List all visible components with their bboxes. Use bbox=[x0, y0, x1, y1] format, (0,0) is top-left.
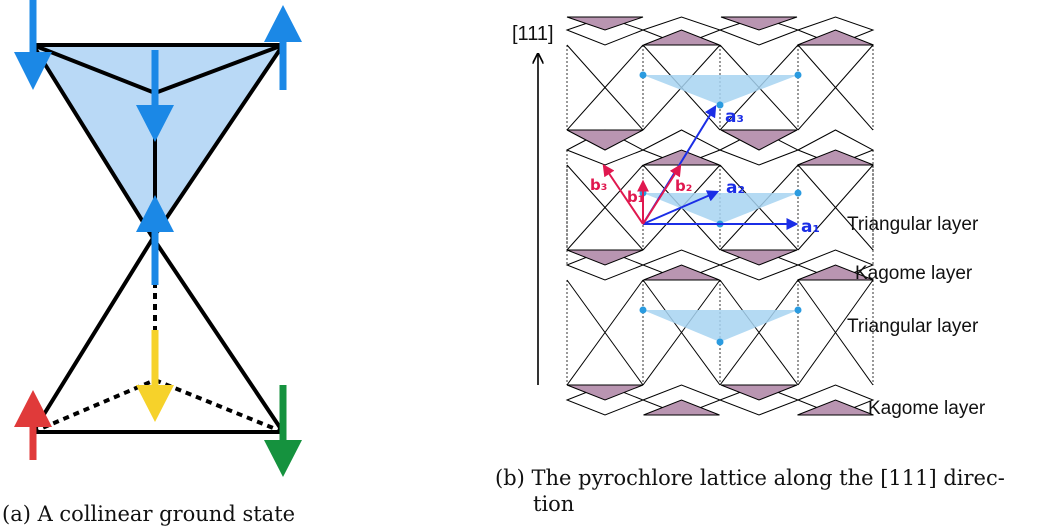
kagome-triangle-down-r3-2 bbox=[720, 384, 798, 401]
tetra-edge-r-2-0 bbox=[604, 279, 644, 333]
tetra-edge-l-0-3 bbox=[797, 44, 836, 88]
triangular-layer-triangle-0 bbox=[643, 75, 798, 105]
layer-label-kagome-1: Kagome layer bbox=[855, 263, 973, 284]
tetra-edge-br-2-3 bbox=[835, 332, 874, 386]
tetra-edge-r-1-3 bbox=[835, 164, 874, 208]
triangular-layer-triangle-1 bbox=[643, 193, 798, 224]
kagome-triangle-up-r2-1 bbox=[643, 264, 720, 281]
triangular-site-0-1 bbox=[794, 71, 802, 79]
caption-panel-b-line1: (b) The pyrochlore lattice along the [11… bbox=[495, 466, 1005, 490]
tetra-edge-l-2-1 bbox=[642, 279, 682, 333]
triangular-site-2-0 bbox=[639, 306, 647, 314]
tetra-edge-bl-2-0 bbox=[566, 332, 606, 386]
panel-b-diagram: [111] a₁ a₂ a₃ b₁ b₂ b₃ Triangular layer… bbox=[512, 16, 986, 419]
vector-b2-label: b₂ bbox=[675, 177, 692, 195]
tetra-edge-r-2-3 bbox=[835, 279, 874, 333]
kagome-triangle-up-r2-3 bbox=[797, 264, 874, 281]
kagome-triangle-down-r1-2 bbox=[720, 129, 798, 151]
kagome-triangle-up-r1-1 bbox=[643, 149, 720, 166]
tetra-edge-br-1-1 bbox=[681, 207, 721, 251]
kagome-triangle-down-r2-0 bbox=[566, 249, 644, 266]
direction-111-label: [111] bbox=[512, 23, 554, 45]
tetra-edge-l-1-3 bbox=[797, 164, 836, 208]
kagome-triangle-up-r0-3 bbox=[797, 29, 874, 46]
triangular-site-0-0 bbox=[639, 71, 647, 79]
kagome-triangle-down-r0-2 bbox=[720, 16, 798, 31]
pyrochlore-lattice bbox=[565, 16, 875, 416]
kagome-triangle-up-r1-3 bbox=[797, 149, 874, 166]
tetra-edge-br-1-0 bbox=[604, 207, 644, 251]
spin-arrow-yellow-down bbox=[136, 330, 174, 422]
tetra-edge-br-2-1 bbox=[681, 332, 721, 386]
tetra-edge-br-0-2 bbox=[758, 87, 799, 131]
vector-a2 bbox=[642, 190, 720, 225]
triangular-site-2-c bbox=[716, 338, 724, 346]
vector-a3-label: a₃ bbox=[725, 107, 744, 127]
kagome-triangle-up-r0-1 bbox=[643, 29, 720, 46]
tetra-edge-l-2-3 bbox=[797, 279, 836, 333]
tetra-edge-bl-2-2 bbox=[719, 332, 760, 386]
tetra-edge-br-1-3 bbox=[835, 207, 874, 251]
spin-arrow-blue-down-center bbox=[136, 50, 174, 142]
spin-arrow-blue-up-right bbox=[264, 5, 302, 90]
tetra-edge-bl-0-3 bbox=[797, 87, 836, 131]
vector-b3-label: b₃ bbox=[590, 176, 607, 194]
lattice-vectors bbox=[602, 104, 799, 230]
layer-label-triangular-2: Triangular layer bbox=[847, 316, 979, 337]
triangular-site-0-c bbox=[716, 101, 724, 109]
tetra-edge-r-0-0 bbox=[604, 44, 644, 88]
kagome-triangle-up-r3-3 bbox=[797, 399, 874, 416]
vector-b1-label: b₁ bbox=[627, 188, 644, 206]
upper-tetrahedron-face bbox=[33, 45, 283, 238]
tetra-edge-bl-1-2 bbox=[719, 207, 760, 251]
tetra-edge-br-0-3 bbox=[835, 87, 874, 131]
tetra-edge-bl-2-1 bbox=[642, 332, 682, 386]
vector-b2 bbox=[642, 163, 682, 225]
tetra-edge-br-2-2 bbox=[758, 332, 799, 386]
tetra-edge-bl-1-3 bbox=[797, 207, 836, 251]
kagome-triangle-down-r1-0 bbox=[566, 129, 644, 151]
spin-arrow-blue-up-center bbox=[136, 195, 174, 285]
triangular-site-1-1 bbox=[794, 189, 802, 197]
tetra-edge-r-2-2 bbox=[758, 279, 799, 333]
spin-arrow-green-down bbox=[264, 385, 302, 477]
tetra-edge-l-2-0 bbox=[566, 279, 606, 333]
spin-arrow-red-up bbox=[14, 390, 52, 460]
tetra-edge-l-1-0 bbox=[566, 164, 606, 208]
triangular-layer-triangle-2 bbox=[643, 310, 798, 342]
tetra-edge-bl-0-2 bbox=[719, 87, 760, 131]
spin-arrow-blue-down-left bbox=[14, 0, 52, 90]
layer-label-triangular-1: Triangular layer bbox=[847, 214, 979, 235]
tetra-edge-r-1-0 bbox=[604, 164, 644, 208]
tetra-edge-bl-0-0 bbox=[566, 87, 606, 131]
vector-b3 bbox=[602, 164, 644, 225]
vector-a2-label: a₂ bbox=[726, 178, 745, 198]
tetra-edge-bl-2-3 bbox=[797, 332, 836, 386]
kagome-triangle-up-r3-1 bbox=[643, 399, 720, 416]
caption-panel-a: (a) A collinear ground state bbox=[2, 502, 296, 526]
kagome-triangle-down-r3-0 bbox=[566, 384, 644, 401]
tetra-edge-br-2-0 bbox=[604, 332, 644, 386]
kagome-triangle-down-r2-2 bbox=[720, 249, 798, 266]
tetra-edge-r-0-3 bbox=[835, 44, 874, 88]
vector-a1-label: a₁ bbox=[801, 217, 820, 237]
caption-panel-b: (b) The pyrochlore lattice along the [11… bbox=[495, 465, 1005, 517]
caption-panel-b-line2: tion bbox=[533, 492, 575, 516]
tetra-edge-l-0-0 bbox=[566, 44, 606, 88]
triangular-site-2-1 bbox=[794, 306, 802, 314]
panel-a-diagram bbox=[14, 0, 302, 477]
tetra-edge-br-1-2 bbox=[758, 207, 799, 251]
tetra-edge-bl-0-1 bbox=[642, 87, 682, 131]
tetra-edge-bl-1-1 bbox=[642, 207, 682, 251]
tetra-edge-bl-1-0 bbox=[566, 207, 606, 251]
kagome-triangle-down-r0-0 bbox=[566, 16, 644, 31]
layer-label-kagome-2: Kagome layer bbox=[868, 398, 986, 419]
tetra-edge-br-0-1 bbox=[681, 87, 721, 131]
tetra-edge-br-0-0 bbox=[604, 87, 644, 131]
